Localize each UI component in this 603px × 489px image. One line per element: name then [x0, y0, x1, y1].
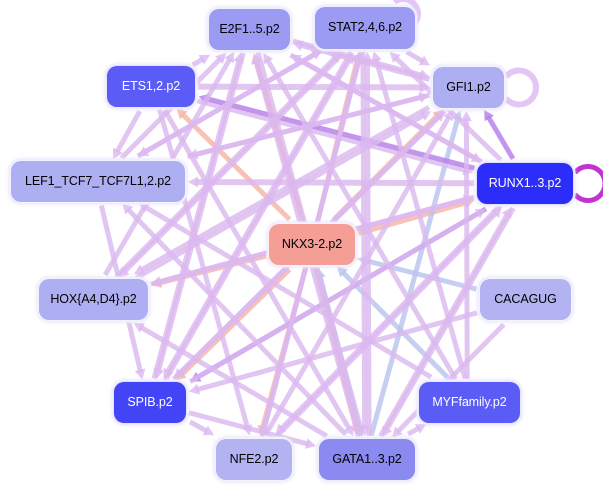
graph-node-gata[interactable]: GATA1..3.p2 — [318, 438, 416, 481]
graph-node-gfi[interactable]: GFI1.p2 — [432, 66, 505, 109]
graph-node-label: CACAGUG — [494, 291, 557, 306]
graph-node-label: GATA1..3.p2 — [332, 451, 402, 466]
graph-node-cacagug[interactable]: CACAGUG — [479, 278, 572, 321]
graph-node-label: LEF1_TCF7_TCF7L1,2.p2 — [25, 173, 171, 188]
graph-node-label: GFI1.p2 — [446, 79, 491, 94]
graph-node-ets[interactable]: ETS1,2.p2 — [106, 65, 196, 108]
graph-node-myf[interactable]: MYFfamily.p2 — [418, 381, 521, 424]
graph-node-label: MYFfamily.p2 — [432, 394, 507, 409]
graph-node-stat[interactable]: STAT2,4,6.p2 — [314, 6, 416, 50]
graph-node-e2f[interactable]: E2F1..5.p2 — [208, 8, 291, 51]
graph-node-label: RUNX1..3.p2 — [488, 175, 562, 190]
graph-node-label: NKX3-2.p2 — [281, 236, 343, 251]
graph-node-label: E2F1..5.p2 — [219, 21, 280, 36]
graph-node-label: NFE2.p2 — [229, 451, 279, 466]
graph-node-hox[interactable]: HOX{A4,D4}.p2 — [38, 278, 149, 321]
graph-node-label: ETS1,2.p2 — [121, 78, 181, 93]
graph-node-nkx[interactable]: NKX3-2.p2 — [268, 223, 356, 266]
graph-node-label: SPIB.p2 — [127, 394, 173, 409]
graph-node-runx[interactable]: RUNX1..3.p2 — [476, 162, 574, 205]
graph-node-label: HOX{A4,D4}.p2 — [50, 291, 137, 306]
graph-node-lef[interactable]: LEF1_TCF7_TCF7L1,2.p2 — [10, 160, 186, 203]
graph-node-label: STAT2,4,6.p2 — [327, 20, 403, 35]
graph-node-spib[interactable]: SPIB.p2 — [113, 381, 187, 424]
graph-node-nfe2[interactable]: NFE2.p2 — [215, 438, 293, 481]
